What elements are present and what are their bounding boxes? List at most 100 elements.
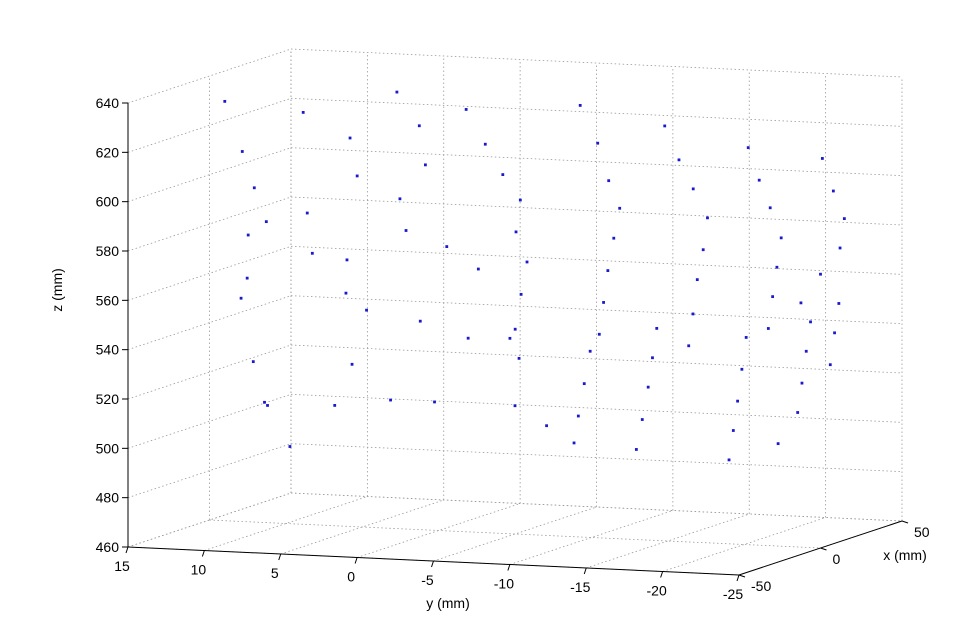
- z-tick-label: 600: [96, 194, 120, 210]
- x-tick-label: 0: [833, 551, 841, 567]
- grid-line-left-z: [127, 97, 292, 153]
- data-point: [706, 216, 709, 220]
- data-point: [687, 344, 691, 348]
- grid-line-floor-y: [127, 492, 292, 548]
- data-point: [776, 442, 780, 446]
- x-tick-label: 50: [914, 524, 930, 540]
- data-point: [799, 301, 803, 305]
- data-point: [691, 312, 695, 316]
- data-point: [775, 265, 779, 269]
- data-point: [582, 382, 586, 386]
- data-point: [466, 336, 470, 340]
- data-point: [518, 198, 522, 202]
- data-point: [578, 104, 582, 107]
- data-point: [576, 414, 580, 418]
- data-point: [301, 111, 305, 114]
- data-point: [404, 229, 408, 232]
- data-point: [355, 174, 359, 178]
- data-point: [746, 146, 750, 150]
- data-point: [333, 404, 337, 407]
- data-point: [607, 179, 611, 183]
- data-point: [501, 173, 505, 176]
- data-point: [842, 217, 846, 221]
- data-point: [831, 189, 835, 193]
- grid-line-left-z: [127, 393, 292, 449]
- y-tick-label: -20: [647, 583, 667, 599]
- grid-line-floor-x: [209, 519, 821, 549]
- data-point: [744, 336, 748, 339]
- grid-line-floor-y: [280, 499, 444, 555]
- y-tick-mark: [736, 574, 740, 582]
- data-point: [651, 356, 654, 360]
- y-tick-label: -15: [570, 579, 590, 595]
- data-point: [833, 331, 836, 335]
- data-point: [417, 124, 421, 128]
- data-point: [266, 404, 269, 407]
- data-point: [838, 246, 842, 250]
- data-point: [513, 327, 517, 331]
- grid-line-left-z: [127, 344, 292, 400]
- data-point: [517, 356, 521, 360]
- data-point: [602, 301, 605, 304]
- data-point: [663, 124, 667, 128]
- data-point: [223, 99, 227, 103]
- data-point: [476, 267, 480, 271]
- data-point: [288, 445, 292, 448]
- data-point: [740, 367, 744, 371]
- grid-line-left-z: [127, 196, 292, 252]
- x-tick-mark: [901, 520, 909, 524]
- data-point: [464, 108, 468, 111]
- data-point: [819, 272, 822, 276]
- data-point: [701, 248, 705, 252]
- z-tick-label: 640: [96, 95, 120, 111]
- data-point: [596, 141, 600, 145]
- data-point: [757, 178, 761, 182]
- data-point: [345, 258, 349, 262]
- data-point: [264, 220, 268, 224]
- x-tick-mark: [820, 547, 827, 551]
- data-point: [677, 158, 681, 162]
- data-point: [691, 187, 695, 191]
- data-point: [695, 278, 699, 282]
- data-point: [508, 336, 512, 340]
- grid-line-left-z: [127, 295, 292, 351]
- data-point: [424, 163, 427, 167]
- grid-layer: [127, 48, 903, 576]
- data-point: [525, 260, 529, 264]
- grid-line-left-z: [127, 48, 292, 104]
- data-point: [252, 186, 256, 190]
- data-point: [606, 269, 610, 272]
- z-tick-label: 500: [96, 440, 120, 456]
- grid-line-floor-y: [204, 496, 368, 551]
- data-point: [240, 150, 244, 153]
- z-tick-label: 540: [96, 342, 120, 358]
- data-point: [796, 411, 800, 414]
- y-tick-mark: [201, 550, 205, 557]
- data-point: [766, 327, 770, 330]
- data-point: [246, 233, 250, 237]
- y-tick-mark: [583, 567, 587, 575]
- data-point: [251, 360, 255, 364]
- data-point: [820, 157, 824, 160]
- data-point: [418, 319, 422, 323]
- y-tick-mark: [431, 560, 434, 568]
- z-tick-label: 620: [96, 144, 120, 160]
- data-point: [640, 418, 644, 421]
- data-point: [771, 295, 775, 299]
- data-point: [389, 398, 392, 402]
- y-tick-mark: [278, 553, 282, 561]
- data-point: [634, 448, 638, 451]
- data-point: [310, 251, 314, 255]
- data-point: [344, 291, 348, 295]
- z-tick-label: 580: [96, 243, 120, 259]
- y-tick-label: -5: [421, 572, 434, 588]
- data-point: [588, 349, 592, 353]
- y-tick-label: 5: [271, 565, 279, 581]
- data-point: [837, 302, 841, 305]
- data-point: [433, 400, 436, 404]
- data-point: [800, 381, 804, 385]
- y-tick-mark: [507, 564, 511, 571]
